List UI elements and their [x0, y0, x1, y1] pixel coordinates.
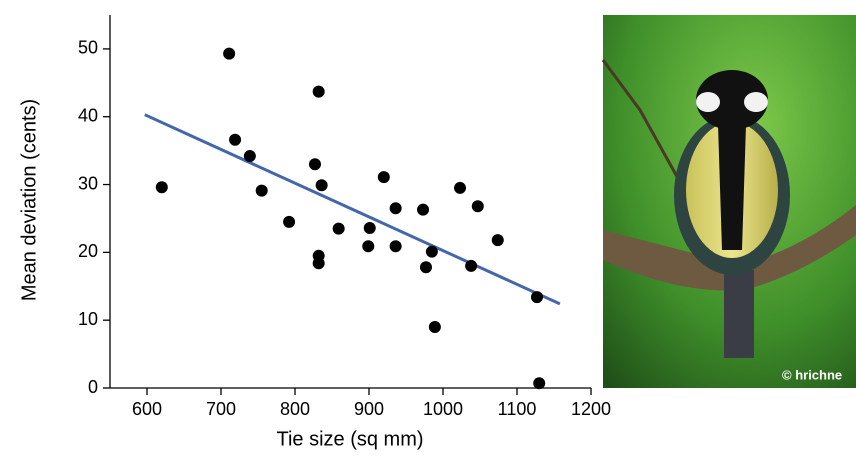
point — [533, 377, 546, 390]
bird-stripe — [718, 125, 746, 250]
y-tick-label: 20 — [78, 241, 98, 261]
point — [283, 215, 296, 228]
point — [155, 181, 168, 194]
point — [465, 259, 478, 272]
bird-head — [696, 70, 768, 130]
point — [454, 181, 467, 194]
point — [530, 291, 543, 304]
point — [308, 158, 321, 171]
point — [362, 240, 375, 253]
point — [229, 133, 242, 146]
x-tick-label: 1000 — [423, 399, 463, 419]
branch — [603, 205, 856, 291]
bird-tail — [724, 270, 754, 358]
point — [417, 203, 430, 216]
photo-credit: © hrichne — [782, 367, 842, 382]
twig — [601, 59, 692, 201]
x-tick-label: 900 — [354, 399, 384, 419]
y-tick-label: 10 — [78, 309, 98, 329]
y-axis-label: Mean deviation (cents) — [18, 99, 40, 301]
photo: © hrichne — [601, 15, 856, 388]
trend-line — [144, 113, 561, 306]
point — [223, 47, 236, 60]
point — [389, 240, 402, 253]
x-axis-label: Tie size (sq mm) — [276, 428, 423, 450]
point — [312, 257, 325, 270]
x-tick-label: 1100 — [498, 399, 537, 419]
point — [377, 171, 390, 184]
y-tick-label: 50 — [78, 38, 98, 58]
y-tick-label: 40 — [78, 105, 98, 125]
point — [315, 179, 328, 192]
x-tick-label: 700 — [206, 399, 236, 419]
point — [389, 202, 402, 215]
point — [332, 222, 345, 235]
bird-cheek — [744, 92, 768, 112]
point — [471, 200, 484, 213]
x-tick-label: 600 — [132, 399, 162, 419]
point — [428, 320, 441, 333]
x-tick-label: 800 — [280, 399, 310, 419]
x-tick-label: 1200 — [571, 399, 611, 419]
bird-cheek — [696, 92, 720, 112]
point — [363, 221, 376, 234]
point — [312, 85, 325, 98]
point — [255, 184, 268, 197]
y-tick-label: 0 — [88, 377, 98, 397]
point — [243, 150, 256, 163]
point — [419, 261, 432, 274]
point — [425, 245, 438, 258]
point — [491, 234, 504, 247]
y-tick-label: 30 — [78, 173, 98, 193]
